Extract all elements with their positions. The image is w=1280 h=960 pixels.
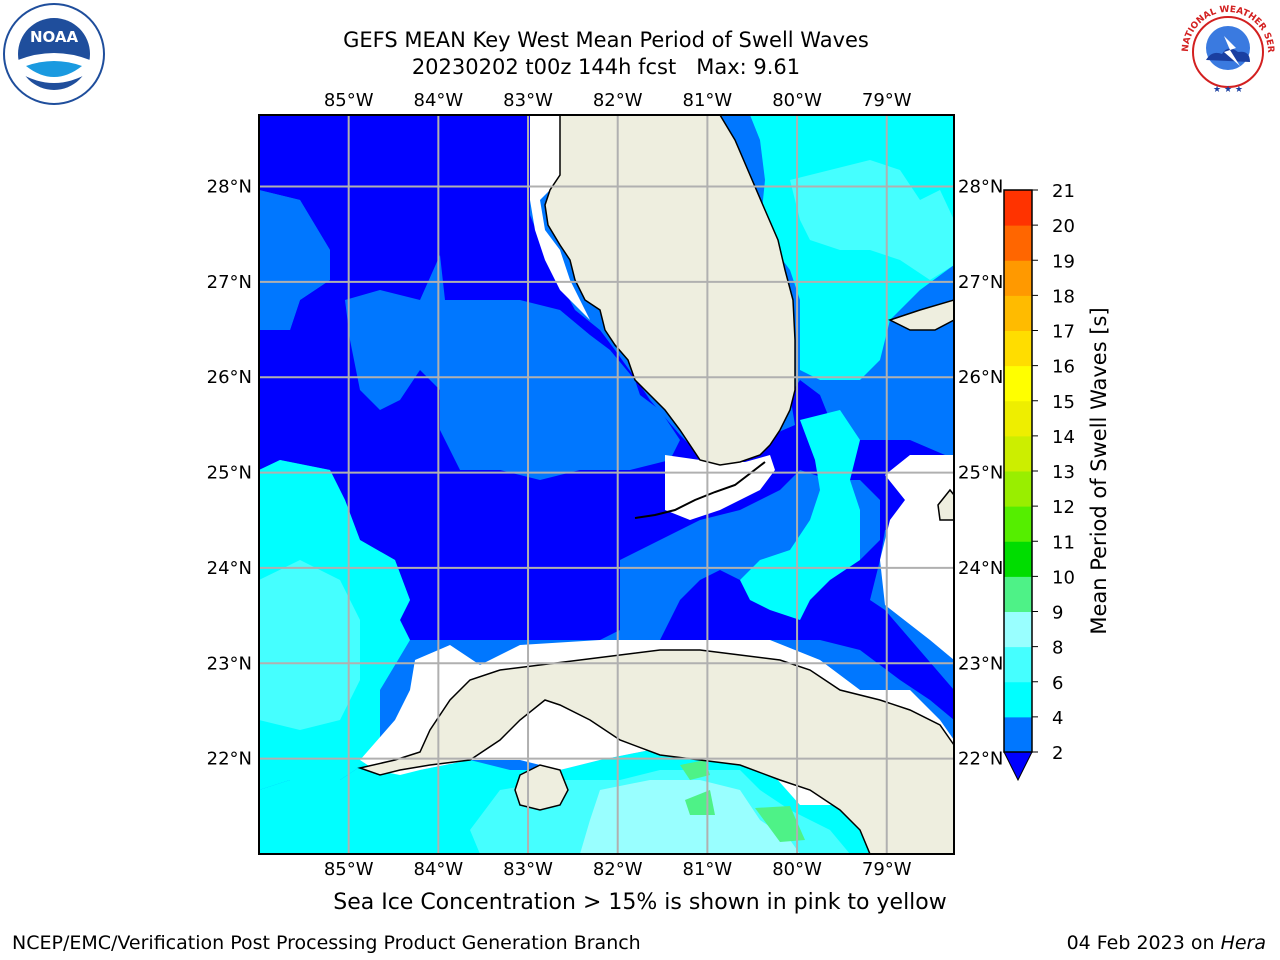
lon-label-top: 79°W <box>862 90 912 111</box>
colorbar-segment <box>1004 365 1032 402</box>
colorbar-tick-label: 8 <box>1052 638 1063 659</box>
lon-label-bottom: 84°W <box>414 859 464 880</box>
colorbar-tick-label: 11 <box>1052 532 1075 553</box>
footer-date-text: 04 Feb 2023 on <box>1066 932 1221 954</box>
sea-ice-caption: Sea Ice Concentration > 15% is shown in … <box>333 890 947 915</box>
colorbar-tick-label: 9 <box>1052 603 1063 624</box>
lat-label-left: 25°N <box>207 463 252 484</box>
lon-label-bottom: 85°W <box>324 859 374 880</box>
bahamas-andros <box>937 488 954 521</box>
colorbar-segment <box>1004 506 1032 542</box>
colorbar-segment <box>1004 471 1032 507</box>
lon-label-bottom: 79°W <box>862 859 912 880</box>
colorbar-segment <box>1004 225 1032 261</box>
colorbar-segment <box>1004 435 1032 472</box>
colorbar-label: Mean Period of Swell Waves [s] <box>1087 307 1111 634</box>
lat-label-right: 27°N <box>958 272 1003 293</box>
colorbar-tick-label: 19 <box>1052 251 1075 272</box>
swell-zone-mid-west <box>259 190 330 330</box>
lat-label-left: 24°N <box>207 558 252 579</box>
lon-label-bottom: 82°W <box>593 859 643 880</box>
map-frame <box>258 114 955 855</box>
chart-title: GEFS MEAN Key West Mean Period of Swell … <box>343 28 869 52</box>
colorbar-tick-label: 16 <box>1052 357 1075 378</box>
bahamas-island <box>888 299 954 331</box>
noaa-logo-text: NOAA <box>30 28 79 46</box>
colorbar-segment <box>1004 190 1032 226</box>
lat-label-left: 22°N <box>207 749 252 770</box>
lon-label-bottom: 83°W <box>503 859 553 880</box>
nws-logo: NATIONAL WEATHER SERVICE ★ ★ ★ <box>1176 0 1278 102</box>
no-data-florida-gulf <box>530 115 590 320</box>
colorbar-segment <box>1004 400 1032 437</box>
lat-label-left: 28°N <box>207 177 252 198</box>
lon-label-top: 82°W <box>593 90 643 111</box>
swell-zone-green-south3 <box>755 806 805 842</box>
lat-label-right: 28°N <box>958 177 1003 198</box>
lat-label-left: 23°N <box>207 653 252 674</box>
footer-host: Hera <box>1220 932 1266 954</box>
colorbar-tick-label: 21 <box>1052 181 1075 202</box>
lon-label-top: 80°W <box>772 90 822 111</box>
lon-labels-top: 85°W 84°W 83°W 82°W 81°W 80°W 79°W <box>324 90 912 111</box>
colorbar-segment <box>1004 681 1032 718</box>
lat-label-right: 22°N <box>958 749 1003 770</box>
swell-zone-top-east <box>790 160 954 280</box>
lat-labels-left: 28°N 27°N 26°N 25°N 24°N 23°N 22°N <box>207 177 252 770</box>
footer-credit: NCEP/EMC/Verification Post Processing Pr… <box>12 932 641 954</box>
colorbar-tick-label: 10 <box>1052 567 1075 588</box>
lon-label-bottom: 81°W <box>683 859 733 880</box>
colorbar-tick-label: 6 <box>1052 673 1063 694</box>
colorbar-tick-label: 2 <box>1052 743 1063 764</box>
colorbar: 2 4 6 8 9 10 11 12 13 14 15 16 17 18 19 20 21 <box>1003 181 1075 782</box>
colorbar-tick-label: 15 <box>1052 392 1075 413</box>
lat-label-right: 26°N <box>958 367 1003 388</box>
lat-label-right: 23°N <box>958 653 1003 674</box>
colorbar-tick-label: 20 <box>1052 216 1075 237</box>
map-gridlines <box>259 115 954 854</box>
colorbar-segment <box>1004 541 1032 577</box>
lat-label-right: 25°N <box>958 463 1003 484</box>
swell-zone-peak-south <box>580 780 800 854</box>
swell-zone-green-south <box>680 760 710 780</box>
footer-date: 04 Feb 2023 on Hera <box>1067 932 1266 954</box>
lon-label-bottom: 80°W <box>772 859 822 880</box>
no-data-keys <box>665 455 775 520</box>
colorbar-extend <box>1003 751 1033 782</box>
lon-label-top: 85°W <box>324 90 374 111</box>
lon-label-top: 84°W <box>414 90 464 111</box>
swell-zone-mid-gulf <box>345 255 680 480</box>
swell-zone-top-west <box>259 560 360 730</box>
lon-label-top: 83°W <box>503 90 553 111</box>
no-data-bahamas <box>880 455 954 660</box>
lat-label-right: 24°N <box>958 558 1003 579</box>
colorbar-tick-label: 18 <box>1052 286 1075 307</box>
chart-subtitle: 20230202 t00z 144h fcst Max: 9.61 <box>411 55 801 79</box>
lon-labels-bottom: 85°W 84°W 83°W 82°W 81°W 80°W 79°W <box>324 859 912 880</box>
lat-label-left: 27°N <box>207 272 252 293</box>
lat-labels-right: 28°N 27°N 26°N 25°N 24°N 23°N 22°N <box>958 177 1003 770</box>
colorbar-tick-label: 17 <box>1052 322 1075 343</box>
colorbar-segment <box>1004 646 1032 683</box>
colorbar-segment <box>1004 576 1032 612</box>
colorbar-segment <box>1004 260 1032 296</box>
colorbar-segment <box>1004 330 1032 367</box>
colorbar-segment <box>1004 716 1032 753</box>
colorbar-tick-label: 12 <box>1052 497 1075 518</box>
colorbar-tick-label: 4 <box>1052 708 1063 729</box>
colorbar-segment <box>1004 611 1032 648</box>
colorbar-tick-label: 14 <box>1052 427 1075 448</box>
lat-label-left: 26°N <box>207 367 252 388</box>
keys-chain <box>634 461 766 519</box>
svg-text:★ ★ ★: ★ ★ ★ <box>1213 85 1243 95</box>
lon-label-top: 81°W <box>683 90 733 111</box>
noaa-logo: NOAA <box>3 3 105 105</box>
colorbar-tick-label: 13 <box>1052 462 1075 483</box>
cuba-island <box>357 649 954 854</box>
colorbar-segment <box>1004 295 1032 331</box>
